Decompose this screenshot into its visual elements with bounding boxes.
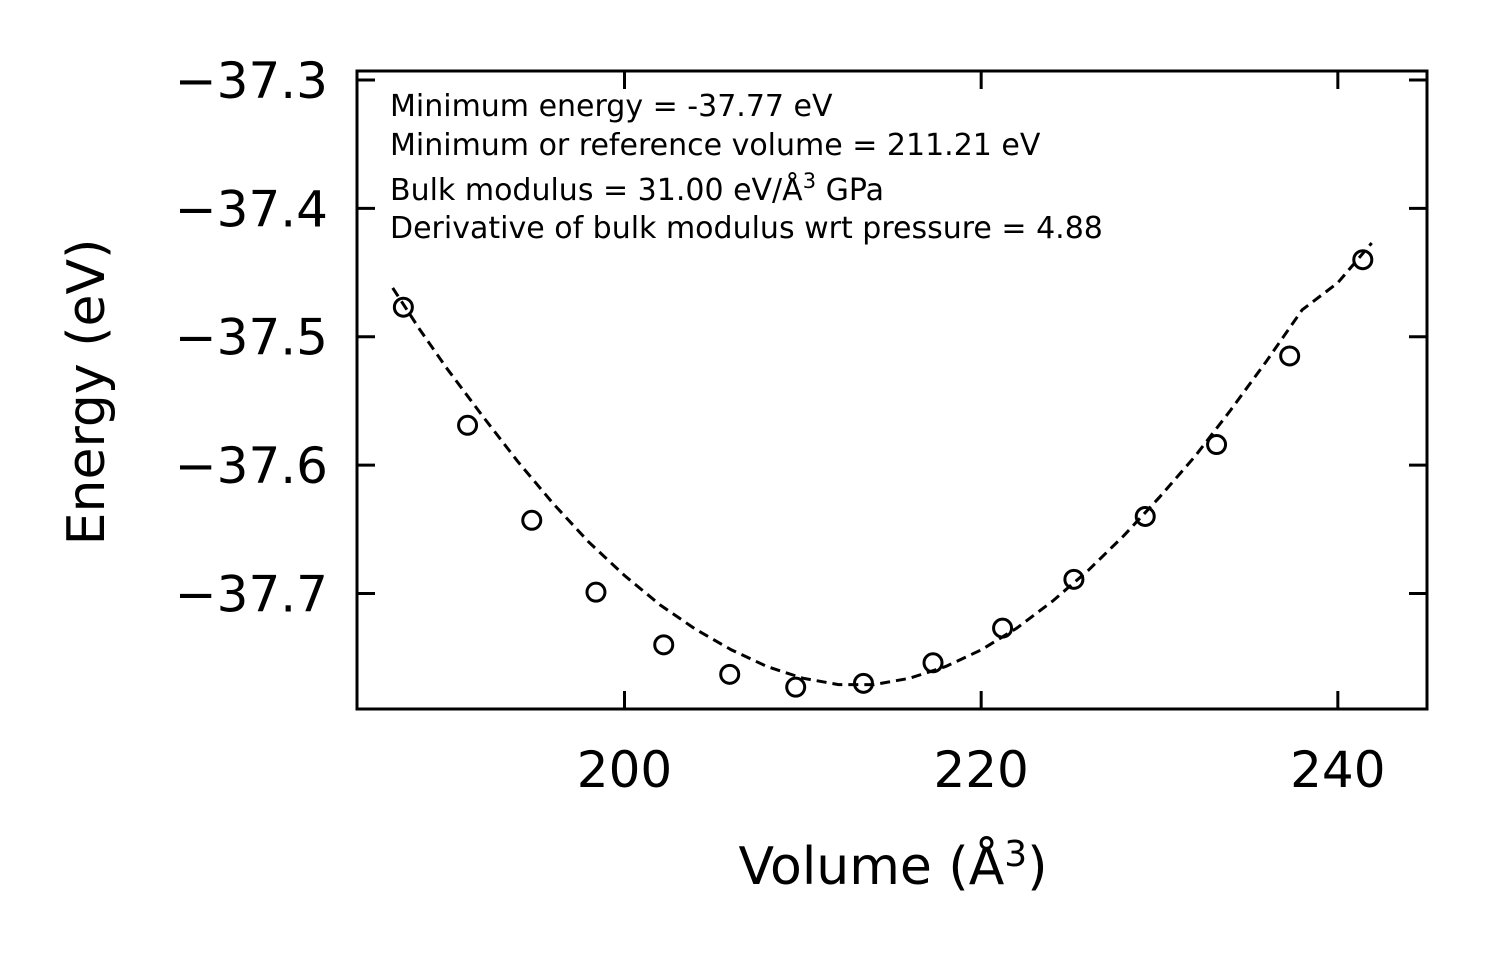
data-point	[922, 652, 944, 674]
annotation-min-volume: Minimum or reference volume = 211.21 eV	[390, 128, 1041, 163]
data-point	[785, 676, 807, 698]
data-point	[1063, 568, 1085, 590]
data-point	[653, 634, 675, 656]
annotation-bulk-modulus-derivative: Derivative of bulk modulus wrt pressure …	[390, 211, 1103, 246]
annotation-bulk-modulus: Bulk modulus = 31.00 eV/Å3 GPa	[390, 169, 884, 208]
data-point	[719, 663, 741, 685]
data-point	[585, 581, 607, 603]
y-tick-label: −37.7	[175, 565, 328, 623]
y-tick-labels: −37.3 −37.4 −37.5 −37.6 −37.7	[175, 52, 328, 623]
x-axis-label: Volume (Å3)	[739, 834, 1048, 897]
axis-ticks	[357, 71, 1427, 709]
y-tick-label: −37.5	[175, 309, 328, 367]
y-tick-label: −37.6	[175, 437, 328, 495]
data-points	[392, 249, 1374, 698]
y-tick-label: −37.4	[175, 180, 328, 238]
data-point	[521, 509, 543, 531]
y-axis-label: Energy (eV)	[57, 239, 117, 546]
data-point	[1206, 434, 1228, 456]
data-point	[1134, 505, 1156, 527]
fit-curve	[391, 242, 1373, 687]
annotation-min-energy: Minimum energy = -37.77 eV	[390, 89, 833, 124]
data-point	[1279, 345, 1301, 367]
plot-frame	[355, 69, 1429, 711]
x-tick-label: 220	[933, 741, 1028, 799]
y-tick-label: −37.3	[175, 52, 328, 110]
data-point	[457, 414, 479, 436]
data-point	[392, 296, 414, 318]
data-point	[1352, 249, 1374, 271]
annotation-box: Minimum energy = -37.77 eV Minimum or re…	[390, 89, 1103, 246]
x-tick-label: 200	[577, 741, 672, 799]
data-point	[852, 672, 874, 694]
data-point	[992, 617, 1014, 639]
x-tick-label: 240	[1290, 741, 1385, 799]
x-tick-labels: 200 220 240	[577, 741, 1386, 799]
